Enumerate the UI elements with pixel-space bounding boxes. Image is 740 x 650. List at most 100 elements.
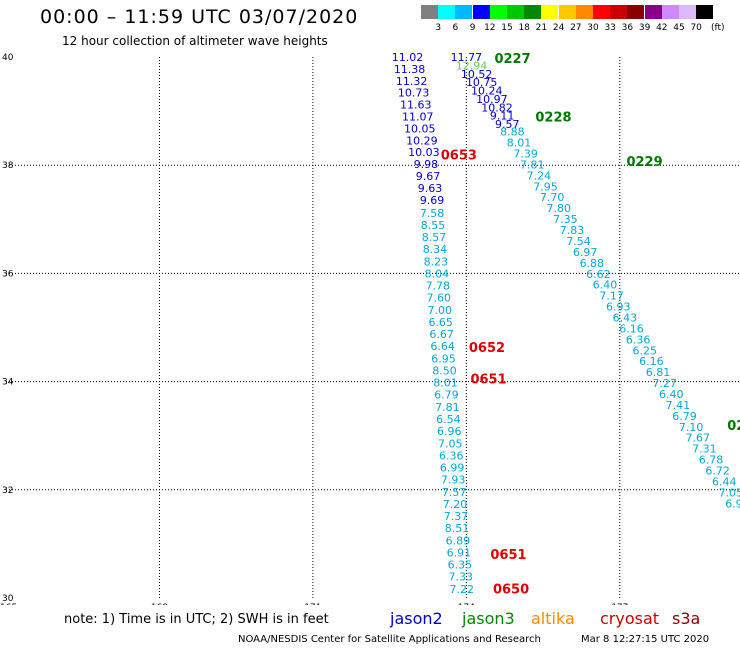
wave-height-label: 7.95 bbox=[533, 180, 558, 193]
wave-height-label: 6.67 bbox=[429, 328, 454, 341]
scale-label: 9 bbox=[469, 23, 476, 33]
time-label: 0228 bbox=[535, 111, 571, 126]
scale-swatch bbox=[610, 5, 628, 19]
lat-tick-label: 30 bbox=[2, 594, 14, 604]
page-subtitle: 12 hour collection of altimeter wave hei… bbox=[62, 34, 328, 48]
wave-height-label: 6.96 bbox=[725, 497, 740, 510]
wave-height-label: 6.40 bbox=[659, 388, 684, 401]
scale-label: 3 bbox=[435, 23, 442, 33]
wave-height-label: 8.55 bbox=[421, 219, 446, 232]
wave-height-label: 7.05 bbox=[719, 486, 740, 499]
scale-swatch bbox=[644, 5, 662, 19]
scale-swatch bbox=[541, 5, 559, 19]
scale-swatch bbox=[627, 5, 645, 19]
satellite-legend-item: jason3 bbox=[462, 609, 515, 628]
wave-height-label: 7.41 bbox=[666, 399, 691, 412]
time-label: 0652 bbox=[469, 341, 505, 356]
wave-height-label: 10.75 bbox=[466, 76, 498, 89]
wave-height-label: 7.39 bbox=[513, 148, 538, 161]
wave-height-label: 10.82 bbox=[481, 101, 513, 114]
scale-label: 21 bbox=[535, 23, 548, 33]
wave-height-label: 12.94 bbox=[456, 59, 488, 72]
wave-height-label: 7.31 bbox=[692, 443, 717, 456]
wave-height-label: 6.78 bbox=[699, 454, 724, 467]
wave-height-label: 7.37 bbox=[444, 510, 469, 523]
wave-height-label: 6.99 bbox=[440, 462, 465, 475]
wave-height-label: 7.57 bbox=[442, 486, 467, 499]
wave-height-label: 6.36 bbox=[626, 333, 651, 346]
scale-label: 30 bbox=[587, 23, 599, 33]
wave-height-label: 7.35 bbox=[553, 213, 578, 226]
scale-label: 6 bbox=[452, 23, 459, 33]
wave-height-label: 10.24 bbox=[471, 85, 503, 98]
wave-height-label: 6.96 bbox=[437, 425, 462, 438]
wave-height-label: 7.81 bbox=[520, 158, 545, 171]
scale-label: 36 bbox=[621, 23, 634, 33]
wave-height-label: 9.69 bbox=[420, 194, 445, 207]
wave-height-label: 6.97 bbox=[573, 246, 598, 259]
wave-height-label: 9.67 bbox=[416, 170, 441, 183]
wave-height-label: 7.78 bbox=[426, 280, 451, 293]
scale-swatch bbox=[661, 5, 679, 19]
wave-height-label: 11.77 bbox=[451, 51, 483, 64]
satellite-legend-item: cryosat bbox=[600, 609, 660, 628]
wave-height-label: 8.23 bbox=[424, 255, 449, 268]
lat-tick-label: 34 bbox=[2, 378, 14, 388]
lon-tick-label: 165 bbox=[0, 603, 17, 605]
wave-height-label: 8.04 bbox=[425, 267, 450, 280]
scale-swatch bbox=[438, 5, 456, 19]
wave-height-label: 6.72 bbox=[705, 465, 730, 478]
wave-height-label: 8.57 bbox=[422, 231, 447, 244]
wave-height-label: 6.64 bbox=[430, 340, 455, 353]
wave-height-label: 8.50 bbox=[432, 364, 457, 377]
wave-height-label: 7.67 bbox=[685, 432, 710, 445]
wave-height-label: 7.70 bbox=[540, 191, 565, 204]
wave-height-label: 7.93 bbox=[441, 474, 466, 487]
wave-height-label: 10.52 bbox=[461, 68, 493, 81]
wave-height-label: 6.79 bbox=[434, 389, 459, 402]
wave-height-label: 7.24 bbox=[527, 169, 552, 182]
time-label: 0653 bbox=[441, 148, 477, 163]
footer-credit: NOAA/NESDIS Center for Satellite Applica… bbox=[238, 634, 541, 645]
scale-label: 27 bbox=[570, 23, 582, 33]
footer-note: note: 1) Time is in UTC; 2) SWH is in fe… bbox=[64, 612, 329, 627]
wave-height-label: 6.16 bbox=[639, 355, 664, 368]
wave-height-label: 6.40 bbox=[593, 279, 618, 292]
wave-height-label: 11.07 bbox=[402, 111, 434, 124]
wave-height-label: 6.91 bbox=[447, 546, 472, 559]
scale-swatch bbox=[507, 5, 524, 19]
satellite-legend-item: altika bbox=[531, 609, 575, 628]
time-label: 0227 bbox=[494, 52, 530, 67]
scale-label: 39 bbox=[638, 23, 651, 33]
satellite-legend-item: s3a bbox=[672, 609, 701, 628]
altimeter-map: 16516817117417740383634323011.0211.3811.… bbox=[0, 51, 740, 605]
wave-height-label: 10.73 bbox=[398, 87, 430, 100]
scale-swatch bbox=[575, 5, 593, 19]
wave-height-label: 10.05 bbox=[404, 122, 436, 135]
scale-swatch bbox=[455, 5, 473, 19]
wave-height-label: 11.32 bbox=[396, 75, 428, 88]
wave-height-label: 11.63 bbox=[400, 99, 432, 112]
wave-height-label: 10.03 bbox=[408, 146, 440, 159]
wave-height-label: 6.43 bbox=[613, 311, 638, 324]
wave-height-label: 10.97 bbox=[476, 93, 508, 106]
wave-height-label: 7.33 bbox=[449, 571, 474, 584]
wave-height-label: 7.27 bbox=[652, 377, 677, 390]
wave-height-label: 9.98 bbox=[414, 158, 439, 171]
wave-height-label: 7.80 bbox=[546, 202, 571, 215]
wave-height-label: 7.00 bbox=[427, 304, 452, 317]
scale-label: 12 bbox=[484, 23, 496, 33]
satellite-legend-item: jason2 bbox=[390, 609, 443, 628]
scale-swatch bbox=[558, 5, 576, 19]
scale-label: 15 bbox=[501, 23, 513, 33]
wave-height-label: 8.34 bbox=[423, 243, 448, 256]
time-label: 0650 bbox=[493, 582, 529, 597]
wave-height-label: 7.20 bbox=[443, 498, 468, 511]
wave-height-label: 7.60 bbox=[427, 292, 452, 305]
wave-height-label: 7.54 bbox=[566, 235, 591, 248]
lat-tick-label: 36 bbox=[2, 269, 14, 279]
scale-label: 24 bbox=[552, 23, 565, 33]
wave-height-label: 6.65 bbox=[428, 316, 453, 329]
scale-unit: (ft) bbox=[711, 23, 725, 33]
wave-height-label: 6.62 bbox=[586, 268, 611, 281]
